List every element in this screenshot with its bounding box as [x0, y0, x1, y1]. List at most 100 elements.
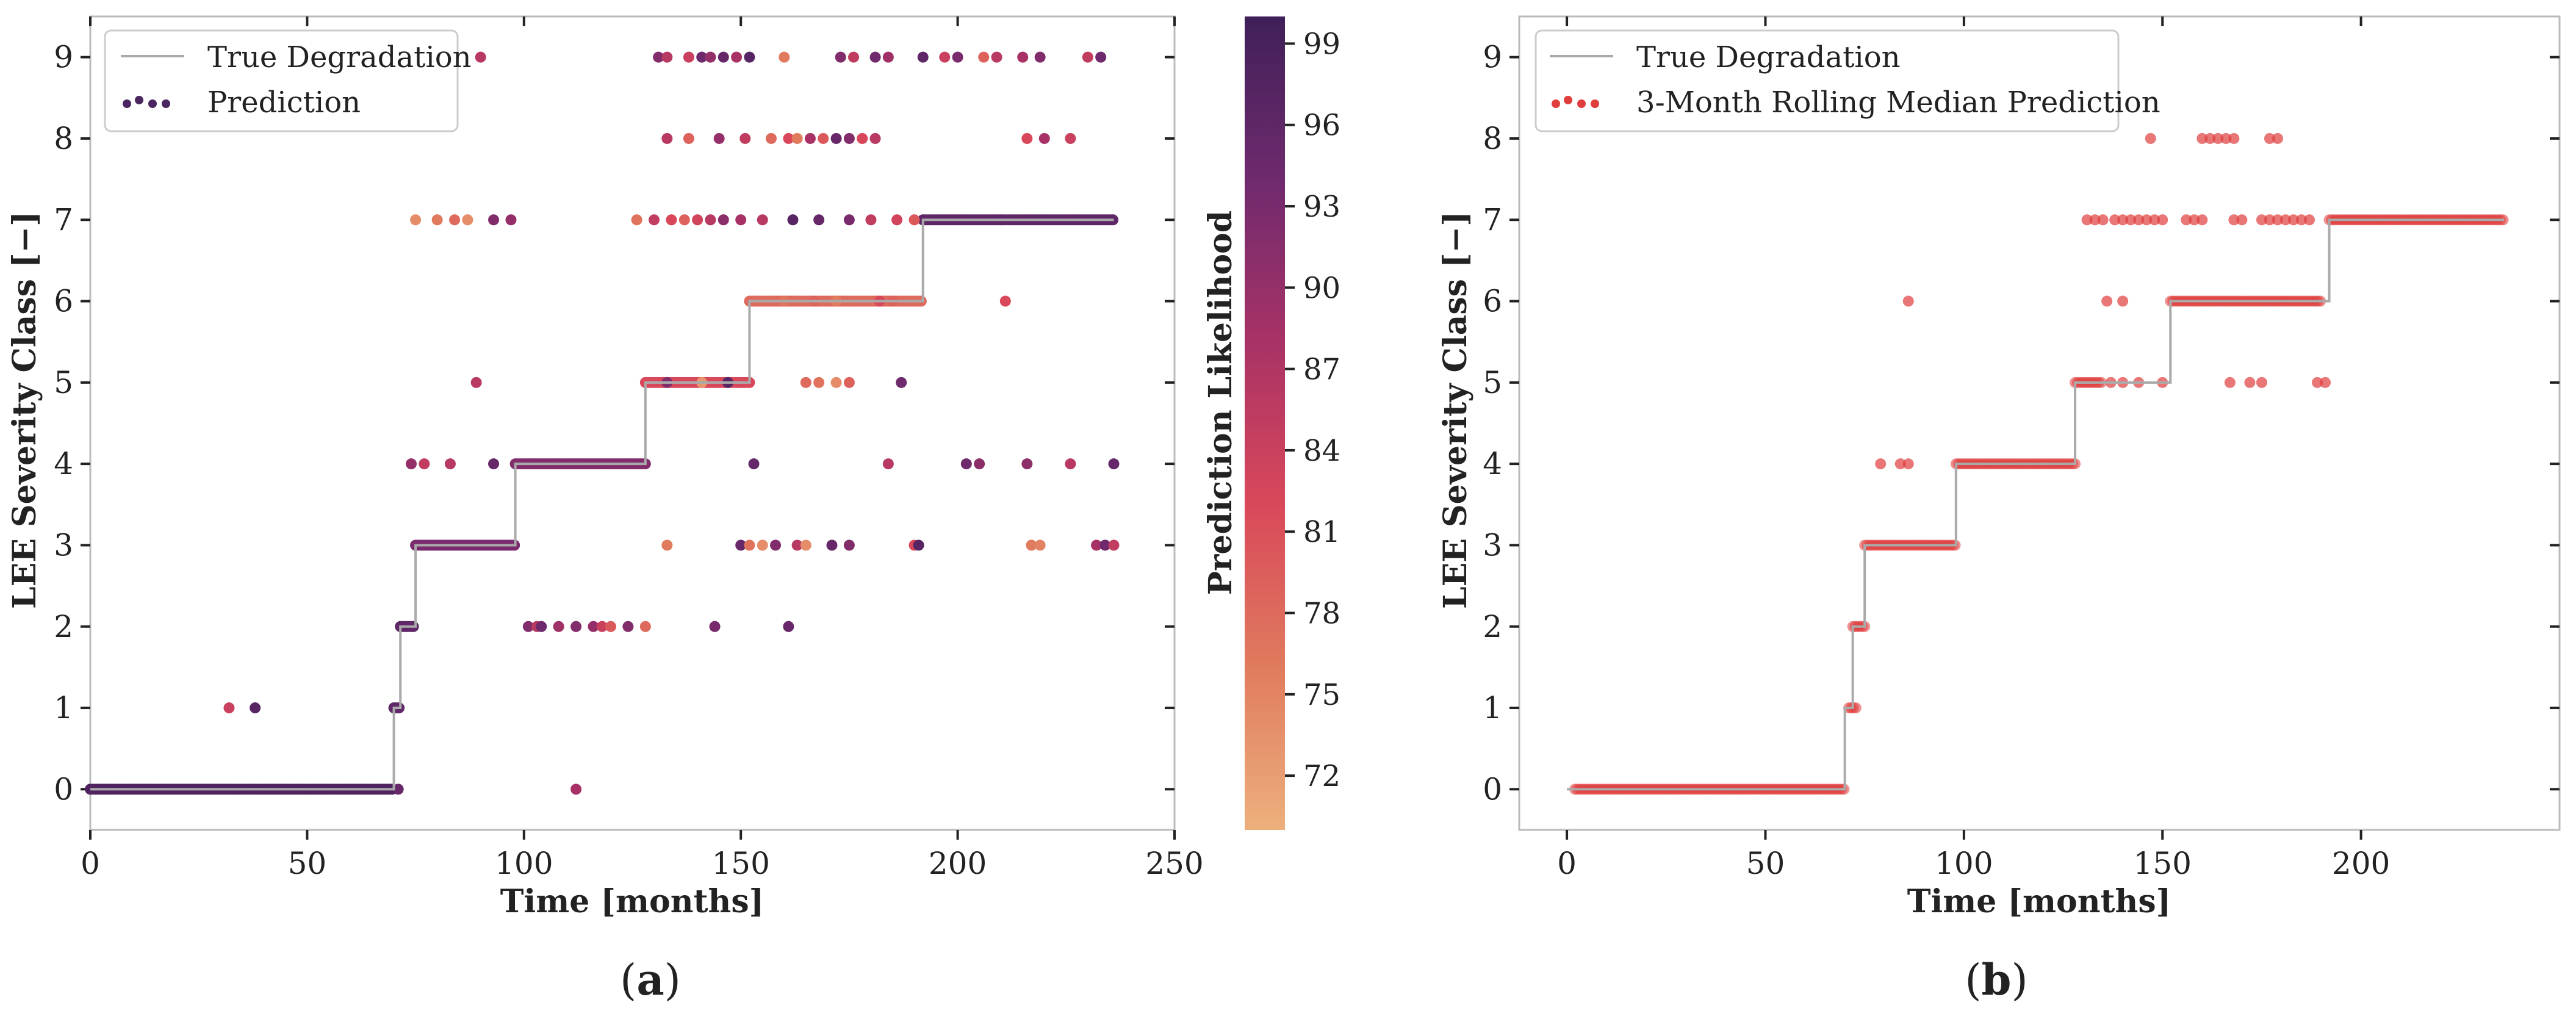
prediction-point — [813, 214, 825, 226]
panel-a-ylabel: LEE Severity Class [−] — [6, 211, 43, 609]
prediction-point — [639, 621, 651, 632]
prediction-point — [705, 214, 716, 226]
prediction-point — [2157, 214, 2168, 226]
prediction-point — [2133, 214, 2145, 226]
prediction-point — [488, 458, 500, 470]
prediction-point — [770, 539, 782, 551]
prediction-point — [2256, 214, 2267, 226]
prediction-point — [470, 376, 482, 388]
y-tick-label: 3 — [54, 527, 73, 563]
prediction-point — [605, 621, 616, 632]
colorbar-gradient — [1245, 16, 1285, 830]
y-tick-label: 8 — [54, 121, 73, 156]
colorbar-tick-label: 93 — [1303, 190, 1340, 224]
prediction-point — [1038, 132, 1050, 144]
prediction-point — [696, 51, 708, 63]
prediction-point — [783, 621, 794, 632]
prediction-point — [1034, 539, 1046, 551]
prediction-point — [2296, 214, 2308, 226]
prediction-point — [1017, 51, 1029, 63]
y-tick-label: 5 — [1483, 365, 1502, 400]
y-tick-label: 9 — [54, 40, 73, 75]
prediction-point — [431, 214, 443, 226]
colorbar: 72 75 78 81 84 87 90 93 96 99 Prediction Likeliho… — [1202, 16, 1340, 830]
prediction-point — [2228, 132, 2240, 144]
panel-a-xlabel: Time [months] — [500, 883, 764, 920]
plot-frame — [1518, 15, 2561, 831]
prediction-point — [2244, 376, 2256, 388]
prediction-point — [2109, 214, 2121, 226]
prediction-point — [2196, 132, 2208, 144]
prediction-point — [735, 214, 747, 226]
prediction-point — [596, 621, 608, 632]
prediction-point — [2287, 214, 2299, 226]
prediction-point — [1091, 539, 1103, 551]
legend-label-true-degradation: True Degradation — [207, 40, 472, 74]
colorbar-tick-label: 99 — [1303, 27, 1340, 61]
prediction-point — [791, 539, 803, 551]
x-tick-label: 200 — [2332, 846, 2390, 881]
prediction-point — [2125, 214, 2137, 226]
prediction-point — [748, 458, 760, 470]
prediction-point — [2145, 132, 2156, 144]
prediction-point — [830, 132, 842, 144]
panel-a-legend: True Degradation Prediction — [104, 29, 472, 132]
prediction-point — [991, 51, 1002, 63]
x-tick-label: 100 — [495, 846, 553, 881]
prediction-point — [791, 132, 803, 144]
prediction-point — [1108, 458, 1120, 470]
prediction-point — [804, 132, 816, 144]
prediction-point — [683, 51, 694, 63]
prediction-point — [2097, 214, 2109, 226]
prediction-point — [2149, 214, 2160, 226]
prediction-point — [800, 376, 811, 388]
prediction-point — [2196, 214, 2208, 226]
colorbar-tick-label: 84 — [1303, 434, 1340, 468]
prediction-point — [2220, 132, 2232, 144]
prediction-point — [779, 51, 790, 63]
prediction-point — [913, 539, 924, 551]
colorbar-tick-label: 75 — [1303, 678, 1340, 712]
prediction-point — [869, 51, 881, 63]
prediction-point — [392, 784, 404, 795]
prediction-point — [818, 132, 829, 144]
panel-b: 0 50 100 150 200 0 1 2 3 4 5 6 7 8 9 True Degradation … — [1437, 15, 2561, 1005]
legend-label-rolling-median: 3-Month Rolling Median Prediction — [1636, 85, 2160, 120]
prediction-point — [978, 51, 990, 63]
prediction-point — [713, 132, 725, 144]
prediction-point — [891, 214, 903, 226]
y-tick-label: 6 — [1483, 284, 1502, 319]
colorbar-tick-label: 90 — [1303, 271, 1340, 305]
y-tick-label: 2 — [1483, 609, 1502, 644]
prediction-point — [765, 132, 777, 144]
prediction-point — [1065, 458, 1076, 470]
prediction-point — [631, 214, 642, 226]
prediction-point — [462, 214, 473, 226]
prediction-point — [705, 51, 716, 63]
prediction-point — [488, 214, 500, 226]
prediction-point — [739, 132, 751, 144]
panel-b-plot: 0 50 100 150 200 0 1 2 3 4 5 6 7 8 9 — [1483, 15, 2561, 881]
legend-label-prediction: Prediction — [207, 85, 361, 120]
prediction-point — [1065, 132, 1076, 144]
prediction-point — [2320, 376, 2331, 388]
y-tick-label: 0 — [54, 771, 73, 807]
prediction-point — [744, 539, 755, 551]
prediction-point — [826, 539, 838, 551]
legend-dots-icon — [123, 96, 170, 108]
plot-frame — [89, 15, 1176, 831]
prediction-point — [2279, 214, 2291, 226]
colorbar-tick-label: 72 — [1303, 759, 1340, 793]
y-tick-label: 7 — [54, 202, 73, 237]
prediction-point — [896, 376, 907, 388]
y-tick-label: 6 — [54, 284, 73, 319]
prediction-point — [757, 539, 768, 551]
prediction-point — [661, 539, 673, 551]
prediction-point — [1021, 132, 1033, 144]
prediction-point — [570, 621, 582, 632]
colorbar-label: Prediction Likelihood — [1202, 211, 1239, 595]
colorbar-tick-label: 96 — [1303, 109, 1340, 143]
prediction-point — [830, 376, 842, 388]
prediction-point — [865, 214, 877, 226]
